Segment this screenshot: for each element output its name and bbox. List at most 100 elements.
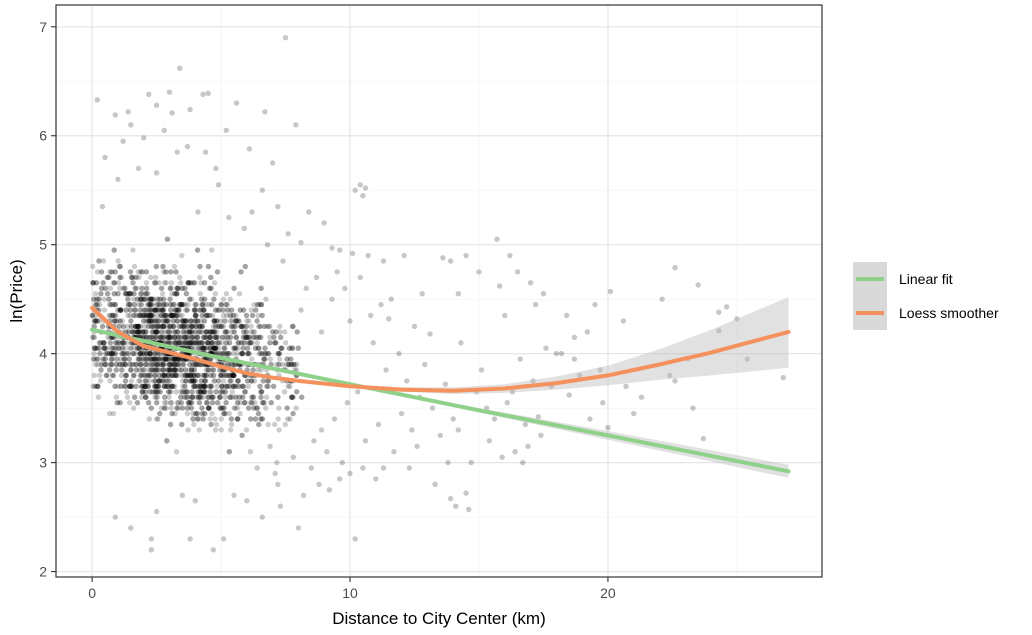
data-point xyxy=(234,400,241,406)
data-point xyxy=(148,405,154,411)
data-point xyxy=(256,323,262,330)
data-point xyxy=(213,345,219,351)
data-point xyxy=(135,356,141,362)
data-point xyxy=(180,383,186,389)
data-point xyxy=(110,350,117,357)
data-point xyxy=(205,367,212,373)
data-point xyxy=(207,334,213,340)
data-point xyxy=(119,345,126,351)
data-point xyxy=(360,193,366,199)
data-point xyxy=(184,410,191,417)
data-point xyxy=(160,334,166,340)
data-point xyxy=(318,427,325,433)
data-point xyxy=(221,345,227,351)
data-point xyxy=(226,394,233,400)
data-point xyxy=(267,356,274,362)
data-point xyxy=(201,307,207,313)
data-point xyxy=(165,318,171,324)
data-point xyxy=(272,340,278,346)
data-point xyxy=(133,350,139,357)
data-point xyxy=(156,318,162,324)
y-tick-label: 5 xyxy=(39,237,47,253)
data-point xyxy=(139,389,146,395)
data-point xyxy=(115,280,122,286)
data-point xyxy=(165,367,171,373)
data-point xyxy=(357,274,363,281)
data-point xyxy=(466,506,472,513)
data-point xyxy=(204,329,210,335)
data-point xyxy=(117,307,124,313)
data-point xyxy=(216,340,222,346)
data-point xyxy=(249,312,256,319)
data-point xyxy=(183,291,190,297)
data-point xyxy=(232,405,238,411)
grid-major xyxy=(56,5,822,577)
data-point xyxy=(111,291,118,297)
data-point xyxy=(108,269,115,275)
data-point xyxy=(208,274,214,281)
data-point xyxy=(117,307,124,313)
data-point xyxy=(194,318,201,324)
data-point xyxy=(128,274,135,281)
data-point xyxy=(146,301,153,308)
data-point xyxy=(112,112,119,118)
data-point xyxy=(134,329,140,335)
data-point xyxy=(211,318,217,324)
data-point xyxy=(284,416,291,422)
data-point xyxy=(93,345,99,351)
data-point xyxy=(197,383,204,389)
data-point xyxy=(179,492,186,498)
data-point xyxy=(230,383,236,389)
data-point xyxy=(123,372,129,379)
data-point xyxy=(203,312,210,319)
data-point xyxy=(194,416,201,422)
data-point xyxy=(139,389,146,395)
data-point xyxy=(155,383,161,389)
data-point xyxy=(592,301,598,308)
data-point xyxy=(113,340,119,346)
data-point xyxy=(373,476,379,482)
data-point xyxy=(231,329,237,335)
data-point xyxy=(127,400,133,406)
data-point xyxy=(112,301,118,308)
data-point xyxy=(659,296,665,302)
data-point xyxy=(155,367,162,373)
data-point xyxy=(199,410,205,417)
data-point xyxy=(723,304,730,310)
data-point xyxy=(187,280,194,286)
data-point xyxy=(164,438,170,444)
data-point xyxy=(110,312,116,319)
data-point xyxy=(218,323,224,330)
data-point xyxy=(212,345,219,351)
data-point xyxy=(207,383,213,389)
data-point xyxy=(193,301,199,308)
data-point xyxy=(119,350,125,357)
data-point xyxy=(352,187,358,193)
data-point xyxy=(91,350,97,357)
data-point xyxy=(95,394,102,400)
data-point xyxy=(147,350,153,357)
data-point xyxy=(190,394,196,400)
data-point xyxy=(241,340,248,346)
data-point xyxy=(147,350,153,357)
data-point xyxy=(102,361,108,368)
data-point xyxy=(211,378,217,384)
data-point xyxy=(161,127,167,133)
data-point xyxy=(211,318,218,324)
data-point xyxy=(196,416,202,422)
data-point xyxy=(126,291,132,297)
data-point xyxy=(170,323,176,330)
data-point xyxy=(216,334,222,340)
data-point xyxy=(194,334,200,340)
data-point xyxy=(130,350,136,357)
data-point xyxy=(152,329,158,335)
data-point xyxy=(566,392,572,398)
data-point xyxy=(347,470,353,477)
data-point xyxy=(202,296,208,302)
data-point xyxy=(219,340,225,346)
data-point xyxy=(195,329,202,335)
data-point xyxy=(214,334,220,340)
data-point xyxy=(167,323,173,330)
data-point xyxy=(185,340,191,346)
data-point xyxy=(121,356,127,362)
